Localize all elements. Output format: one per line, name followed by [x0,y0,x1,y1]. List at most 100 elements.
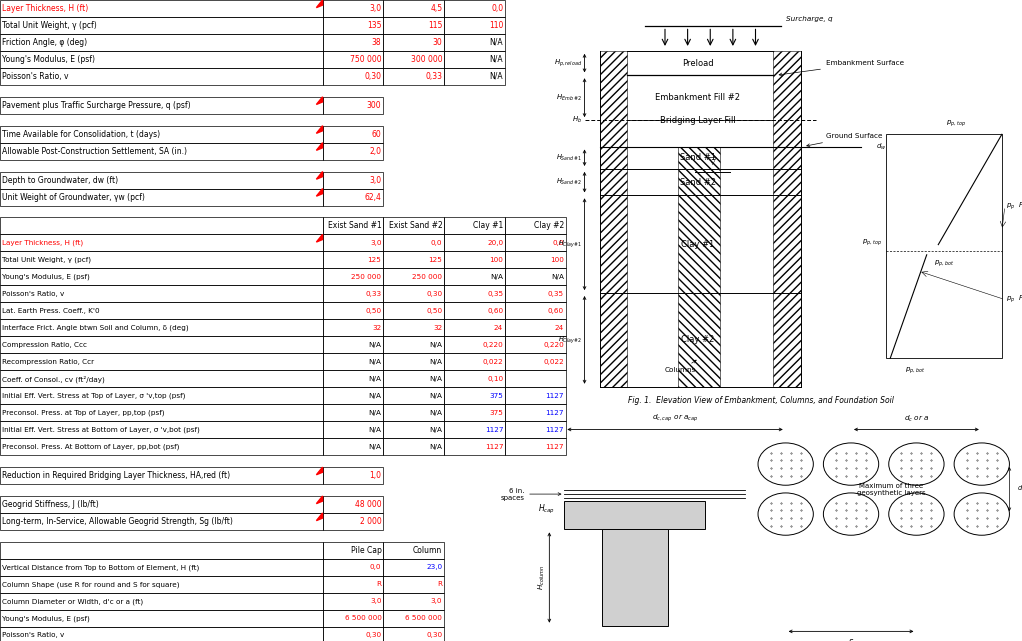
Text: Column Diameter or Width, d'c or a (ft): Column Diameter or Width, d'c or a (ft) [2,598,143,604]
Bar [0,576,323,593]
Bar [323,251,383,269]
Text: Reduction in Required Bridging Layer Thickness, HA,red (ft): Reduction in Required Bridging Layer Thi… [2,471,230,480]
Polygon shape [317,0,323,8]
Text: Embankment Fill #2: Embankment Fill #2 [655,93,740,102]
Bar [323,337,383,353]
Text: Coeff. of Consol., cv (ft²/day): Coeff. of Consol., cv (ft²/day) [2,375,105,383]
Text: 0,022: 0,022 [482,359,503,365]
Polygon shape [317,467,323,475]
Text: 24: 24 [494,325,503,331]
Bar [323,217,383,235]
Bar [0,610,323,627]
Text: N/A: N/A [368,342,381,348]
Bar [0,0,323,17]
Text: ▽: ▽ [709,156,716,165]
Text: 1127: 1127 [484,427,503,433]
Text: $p_{p,bot}$: $p_{p,bot}$ [905,365,925,376]
Bar [0,319,323,337]
Text: Preload: Preload [682,58,713,67]
Text: $H_b$: $H_b$ [572,115,583,125]
Bar [773,51,801,387]
Bar [0,235,323,251]
Text: $d_c$ or $a$: $d_c$ or $a$ [903,413,929,424]
Bar [0,337,323,353]
Text: Initial Eff. Vert. Stress at Bottom of Layer, σ 'v,bot (psf): Initial Eff. Vert. Stress at Bottom of L… [2,426,200,433]
Text: Clay #2: Clay #2 [533,221,564,230]
Bar [505,217,566,235]
Text: Surcharge, q: Surcharge, q [786,17,832,22]
Bar [323,370,383,387]
Bar [505,438,566,455]
Text: Initial Eff. Vert. Stress at Top of Layer, σ 'v,top (psf): Initial Eff. Vert. Stress at Top of Laye… [2,392,185,399]
Bar [323,404,383,421]
Bar [323,467,383,484]
Bar [0,34,323,51]
Text: Time Available for Consolidation, t (days): Time Available for Consolidation, t (day… [2,129,160,138]
Polygon shape [317,235,323,242]
Bar [445,51,505,68]
Text: $p_{p,top}$: $p_{p,top}$ [945,119,966,129]
Bar [445,251,505,269]
Text: 3,0: 3,0 [369,176,381,185]
Bar [323,17,383,34]
Bar [383,542,445,559]
Bar [323,51,383,68]
Text: 750 000: 750 000 [350,55,381,64]
Bar [323,0,383,17]
Text: 125: 125 [428,257,443,263]
Text: 0,0: 0,0 [492,4,503,13]
Text: 0,30: 0,30 [365,72,381,81]
Bar [0,285,323,303]
Bar [445,17,505,34]
Text: 3,0: 3,0 [369,4,381,13]
Text: Clay #2: Clay #2 [681,335,714,344]
Text: 0,022: 0,022 [544,359,564,365]
Text: Preconsol. Press. at Top of Layer, pp,top (psf): Preconsol. Press. at Top of Layer, pp,to… [2,410,165,416]
Bar [505,319,566,337]
Text: $p_p$  Profile for Clay#2: $p_p$ Profile for Clay#2 [1006,294,1022,305]
Text: 0,220: 0,220 [544,342,564,348]
Text: Vertical Distance from Top to Bottom of Element, H (ft): Vertical Distance from Top to Bottom of … [2,564,199,570]
Bar [383,319,445,337]
Bar [445,337,505,353]
Bar [445,387,505,404]
Bar [323,303,383,319]
Text: Maximum of three
geosynthetic layers: Maximum of three geosynthetic layers [857,483,926,495]
Text: Compression Ratio, Ccc: Compression Ratio, Ccc [2,342,87,348]
Text: 32: 32 [433,325,443,331]
Text: N/A: N/A [429,444,443,450]
Text: $H_{cap}$: $H_{cap}$ [539,503,555,516]
Text: N/A: N/A [368,393,381,399]
Text: 3,0: 3,0 [370,598,381,604]
Bar [383,217,445,235]
Bar [323,387,383,404]
Polygon shape [317,97,323,104]
Text: 375: 375 [490,410,503,416]
Text: N/A: N/A [368,376,381,382]
Text: Sand #1: Sand #1 [680,153,715,162]
Text: 0,33: 0,33 [425,72,443,81]
Text: Column: Column [413,546,443,555]
Bar [445,235,505,251]
Bar [383,285,445,303]
Text: 0,35: 0,35 [548,291,564,297]
Text: 135: 135 [367,21,381,30]
Text: Clay #1: Clay #1 [681,240,714,249]
Text: 0,60: 0,60 [487,308,503,314]
Text: 1,0: 1,0 [369,471,381,480]
Text: N/A: N/A [368,444,381,450]
Text: 6 500 000: 6 500 000 [406,615,443,621]
Bar [0,269,323,285]
Bar [0,353,323,370]
Bar [0,467,323,484]
Text: Layer Thickness, H (ft): Layer Thickness, H (ft) [2,4,88,13]
Bar [323,559,383,576]
Bar [383,353,445,370]
Text: $p_{p,bot}$: $p_{p,bot}$ [934,259,955,269]
Text: 4,5: 4,5 [430,4,443,13]
Text: Lat. Earth Press. Coeff., K'0: Lat. Earth Press. Coeff., K'0 [2,308,100,314]
Text: Total Unit Weight, γ (pcf): Total Unit Weight, γ (pcf) [2,21,97,30]
Text: N/A: N/A [429,393,443,399]
Bar [383,610,445,627]
Bar [505,235,566,251]
